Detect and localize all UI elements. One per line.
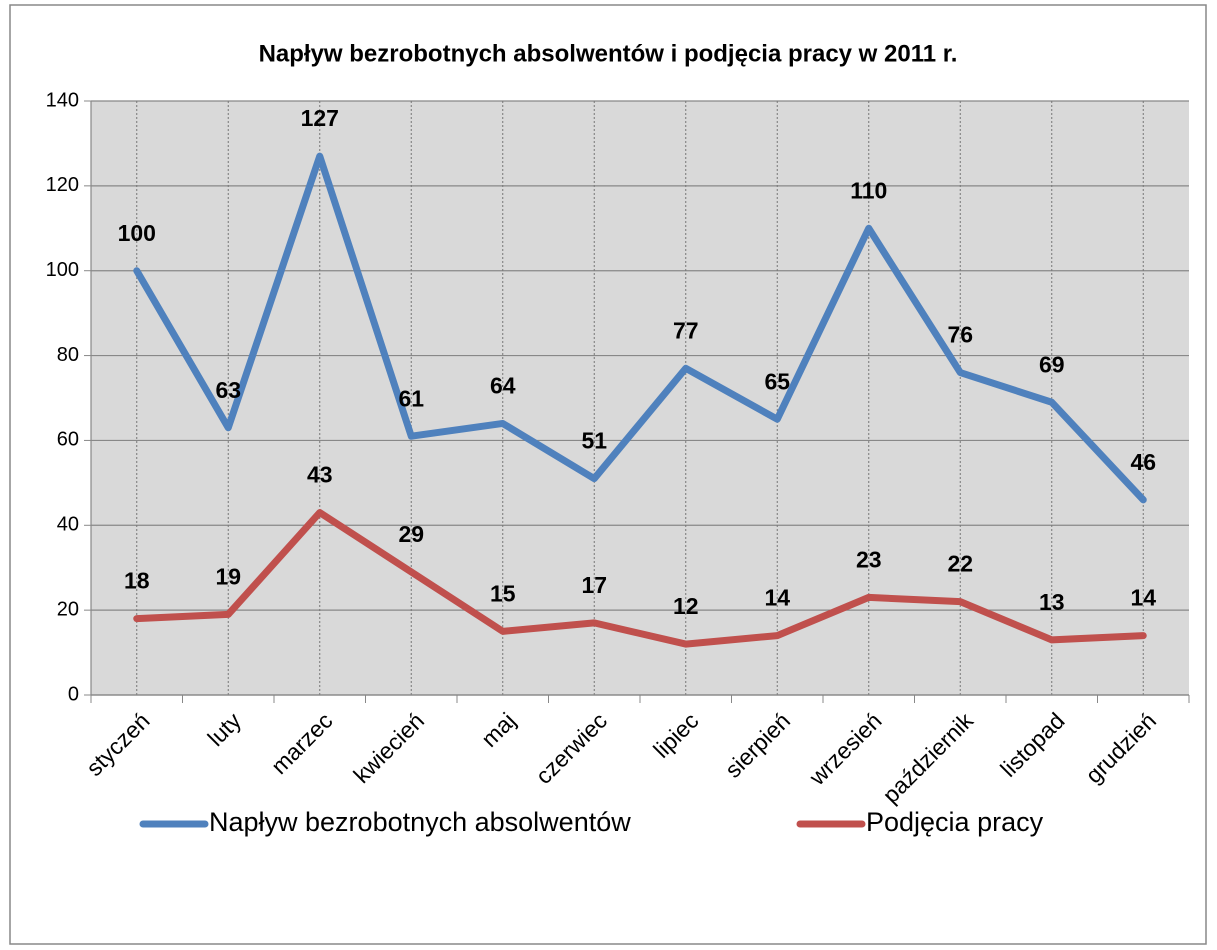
data-label: 64 <box>490 373 516 399</box>
data-label: 76 <box>947 322 973 348</box>
data-label: 29 <box>398 521 424 547</box>
data-label: 46 <box>1130 449 1156 475</box>
data-label: 15 <box>490 580 516 606</box>
series-line <box>133 509 1147 648</box>
y-tick-label: 60 <box>57 429 79 451</box>
y-tick-label: 0 <box>68 683 79 705</box>
data-label: 77 <box>673 317 699 343</box>
plot-area <box>91 101 1189 695</box>
legend-label: Napływ bezrobotnych absolwentów <box>209 807 631 837</box>
chart-title: Napływ bezrobotnych absolwentów i podjęc… <box>259 40 958 67</box>
data-label: 22 <box>947 551 973 577</box>
y-tick-label: 140 <box>46 89 79 111</box>
y-tick-label: 20 <box>57 598 79 620</box>
data-label: 63 <box>215 377 241 403</box>
y-tick-label: 120 <box>46 174 79 196</box>
data-label: 14 <box>1130 585 1156 611</box>
y-tick-label: 100 <box>46 259 79 281</box>
data-label: 65 <box>764 368 790 394</box>
y-tick-label: 80 <box>57 344 79 366</box>
data-label: 43 <box>307 462 333 488</box>
data-label: 127 <box>301 105 339 131</box>
data-label: 18 <box>124 568 150 594</box>
series-line <box>133 152 1147 504</box>
data-label: 110 <box>850 177 887 203</box>
data-label: 12 <box>673 593 699 619</box>
legend-label: Podjęcia pracy <box>866 807 1044 837</box>
data-label: 23 <box>856 546 882 572</box>
data-label: 13 <box>1039 589 1065 615</box>
y-tick-label: 40 <box>57 514 79 536</box>
data-label: 19 <box>215 563 241 589</box>
data-label: 51 <box>581 428 607 454</box>
data-label: 17 <box>581 572 607 598</box>
data-label: 61 <box>398 385 424 411</box>
data-label: 100 <box>118 220 156 246</box>
data-label: 14 <box>764 585 790 611</box>
data-label: 69 <box>1039 351 1065 377</box>
